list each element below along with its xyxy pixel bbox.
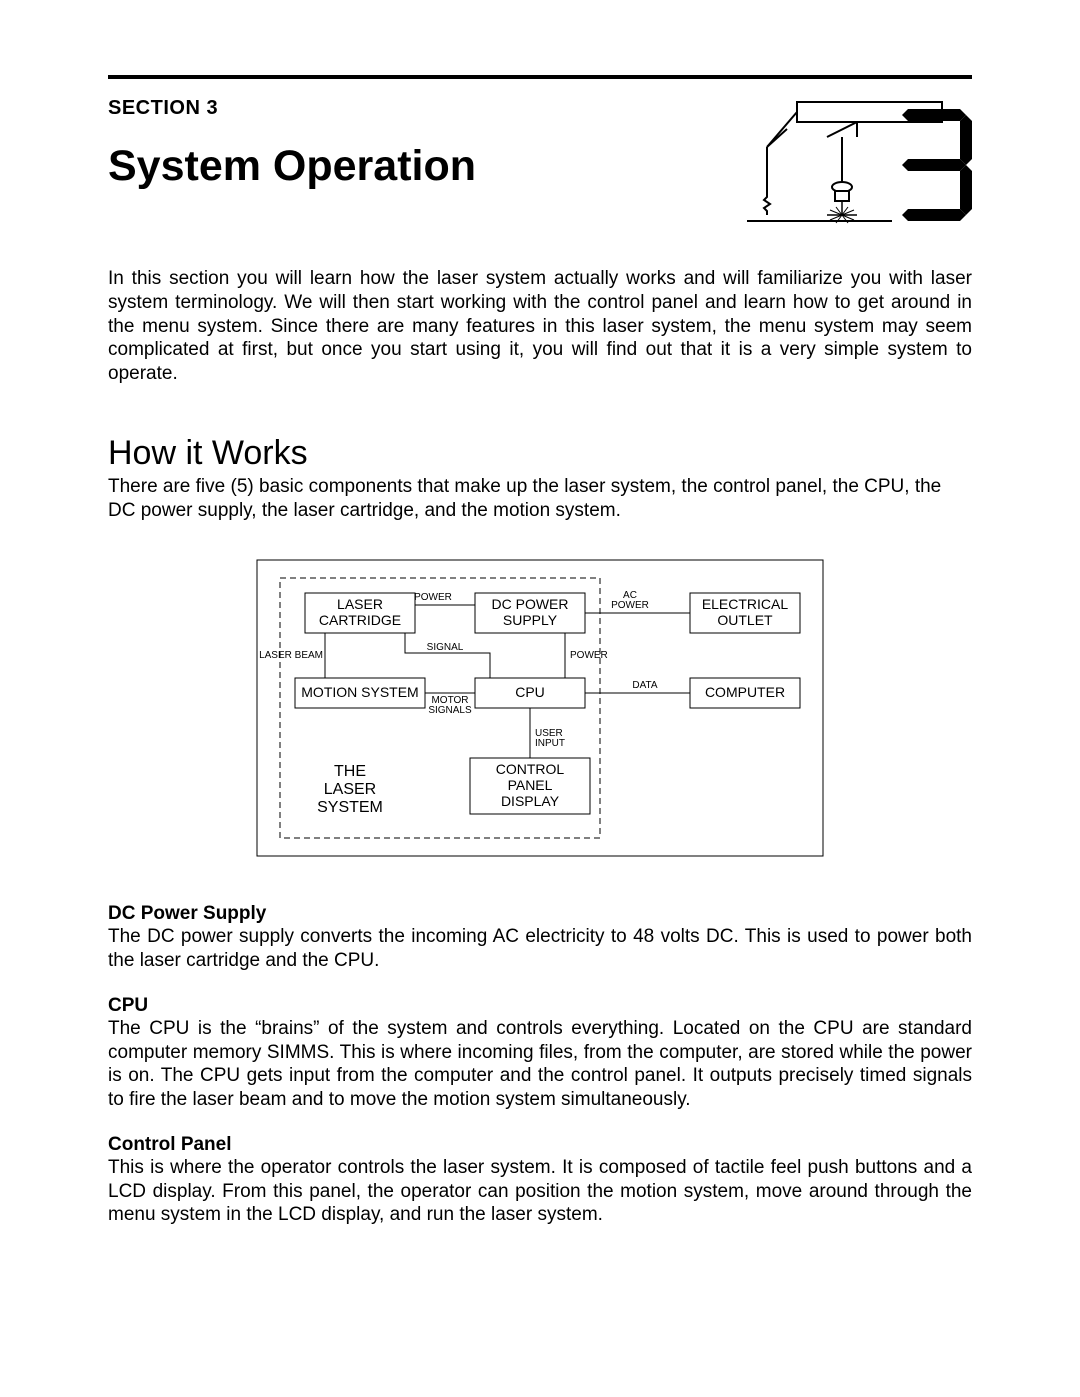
header-row: SECTION 3 System Operation bbox=[108, 97, 972, 237]
intro-paragraph: In this section you will learn how the l… bbox=[108, 267, 972, 386]
svg-text:SIGNALS: SIGNALS bbox=[428, 705, 472, 716]
svg-text:PANEL: PANEL bbox=[508, 777, 553, 793]
system-diagram: THELASERSYSTEMPOWERLASER BEAMSIGNALPOWER… bbox=[108, 558, 972, 863]
top-rule bbox=[108, 75, 972, 79]
section-label: SECTION 3 bbox=[108, 97, 722, 120]
svg-text:MOTION SYSTEM: MOTION SYSTEM bbox=[301, 684, 418, 700]
subsection: DC Power SupplyThe DC power supply conve… bbox=[108, 903, 972, 973]
svg-text:POWER: POWER bbox=[414, 592, 452, 603]
subsection-text: The DC power supply converts the incomin… bbox=[108, 925, 972, 973]
subsection-heading: DC Power Supply bbox=[108, 903, 972, 925]
page: SECTION 3 System Operation bbox=[0, 0, 1080, 1369]
svg-text:INPUT: INPUT bbox=[535, 738, 565, 749]
svg-text:SUPPLY: SUPPLY bbox=[503, 612, 558, 628]
svg-text:LASER: LASER bbox=[337, 596, 383, 612]
subsection-heading: CPU bbox=[108, 995, 972, 1017]
svg-text:THE: THE bbox=[334, 763, 366, 780]
how-it-works-intro: There are five (5) basic components that… bbox=[108, 475, 972, 523]
svg-text:CONTROL: CONTROL bbox=[496, 761, 565, 777]
header-left: SECTION 3 System Operation bbox=[108, 97, 742, 191]
subsections: DC Power SupplyThe DC power supply conve… bbox=[108, 903, 972, 1227]
svg-text:COMPUTER: COMPUTER bbox=[705, 684, 785, 700]
svg-text:CPU: CPU bbox=[515, 684, 545, 700]
svg-text:CARTRIDGE: CARTRIDGE bbox=[319, 612, 401, 628]
svg-text:LASER BEAM: LASER BEAM bbox=[259, 650, 323, 661]
svg-text:POWER: POWER bbox=[611, 600, 649, 611]
svg-text:ELECTRICAL: ELECTRICAL bbox=[702, 596, 789, 612]
page-title: System Operation bbox=[108, 142, 722, 191]
subsection-heading: Control Panel bbox=[108, 1134, 972, 1156]
svg-text:SIGNAL: SIGNAL bbox=[427, 642, 464, 653]
svg-text:LASER: LASER bbox=[324, 781, 376, 798]
subsection-text: The CPU is the “brains” of the system an… bbox=[108, 1017, 972, 1112]
subsection: Control PanelThis is where the operator … bbox=[108, 1134, 972, 1227]
svg-text:DISPLAY: DISPLAY bbox=[501, 793, 560, 809]
svg-text:DATA: DATA bbox=[632, 680, 658, 691]
subsection-text: This is where the operator controls the … bbox=[108, 1156, 972, 1227]
svg-text:DC POWER: DC POWER bbox=[492, 596, 569, 612]
svg-text:SYSTEM: SYSTEM bbox=[317, 799, 383, 816]
svg-text:OUTLET: OUTLET bbox=[717, 612, 773, 628]
subsection: CPUThe CPU is the “brains” of the system… bbox=[108, 995, 972, 1112]
how-it-works-heading: How it Works bbox=[108, 434, 972, 473]
section-icon bbox=[742, 97, 972, 237]
svg-text:POWER: POWER bbox=[570, 650, 608, 661]
